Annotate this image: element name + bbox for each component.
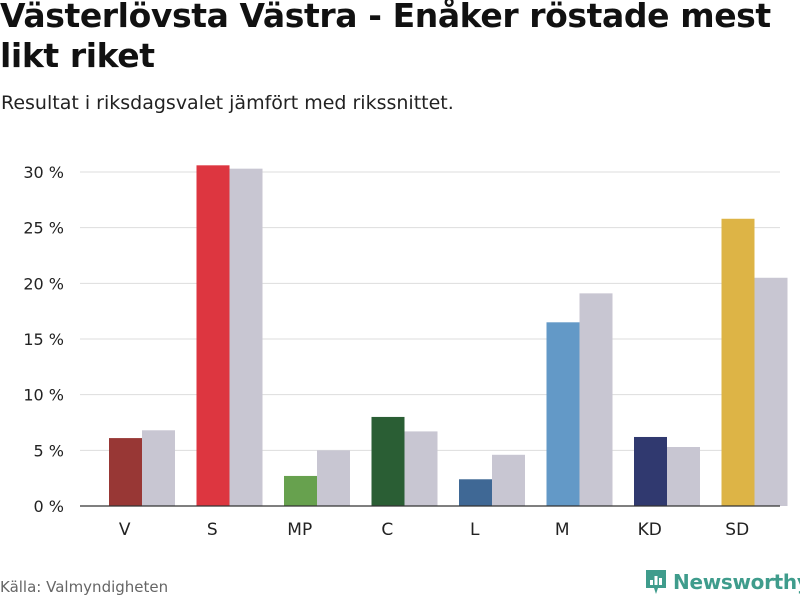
gridlines <box>80 171 780 451</box>
bar-SD-national <box>754 277 788 506</box>
bar-MP-national <box>317 450 350 506</box>
newsworthy-logo-icon <box>646 570 666 594</box>
y-tick-label: 5 % <box>34 441 64 460</box>
x-tick-label: L <box>470 520 480 540</box>
x-tick-label: MP <box>287 520 312 540</box>
bar-M-area <box>546 322 580 506</box>
y-tick-label: 30 % <box>23 163 64 182</box>
brand-name: Newsworthy <box>673 570 800 594</box>
x-tick-label: V <box>119 520 131 540</box>
bar-S-area <box>196 165 230 506</box>
x-tick-label: KD <box>638 520 662 540</box>
bar-M-national <box>579 293 613 506</box>
bars <box>109 165 788 506</box>
y-tick-label: 10 % <box>23 386 64 405</box>
x-tick-labels: V S MP C L M KD SD <box>119 520 749 540</box>
x-tick-label: M <box>555 520 570 540</box>
x-tick-label: S <box>207 520 218 540</box>
bar-KD-national <box>667 446 700 506</box>
brand-logo: Newsworthy <box>644 568 800 596</box>
x-tick-label: SD <box>725 520 749 540</box>
bar-SD-area <box>721 218 755 506</box>
bar-L-area <box>459 479 492 506</box>
x-tick-label: C <box>381 520 393 540</box>
bar-KD-area <box>634 436 667 506</box>
bar-C-area <box>371 416 405 506</box>
chart-subtitle: Resultat i riksdagsvalet jämfört med rik… <box>1 92 454 114</box>
bar-V-national <box>142 430 175 506</box>
bar-V-area <box>109 438 142 506</box>
y-tick-label: 0 % <box>34 497 64 516</box>
source-note: Källa: Valmyndigheten <box>0 578 169 596</box>
y-tick-labels: 0 % 5 % 10 % 15 % 20 % 25 % 30 % <box>23 163 64 516</box>
bar-L-national <box>492 454 525 506</box>
y-tick-label: 25 % <box>23 219 64 238</box>
bar-S-national <box>229 168 263 506</box>
y-tick-label: 15 % <box>23 330 64 349</box>
y-tick-label: 20 % <box>23 274 64 293</box>
bar-C-national <box>404 431 438 506</box>
chart-title: Västerlövsta Västra - Enåker röstade mes… <box>0 0 771 75</box>
bar-MP-area <box>284 475 317 506</box>
